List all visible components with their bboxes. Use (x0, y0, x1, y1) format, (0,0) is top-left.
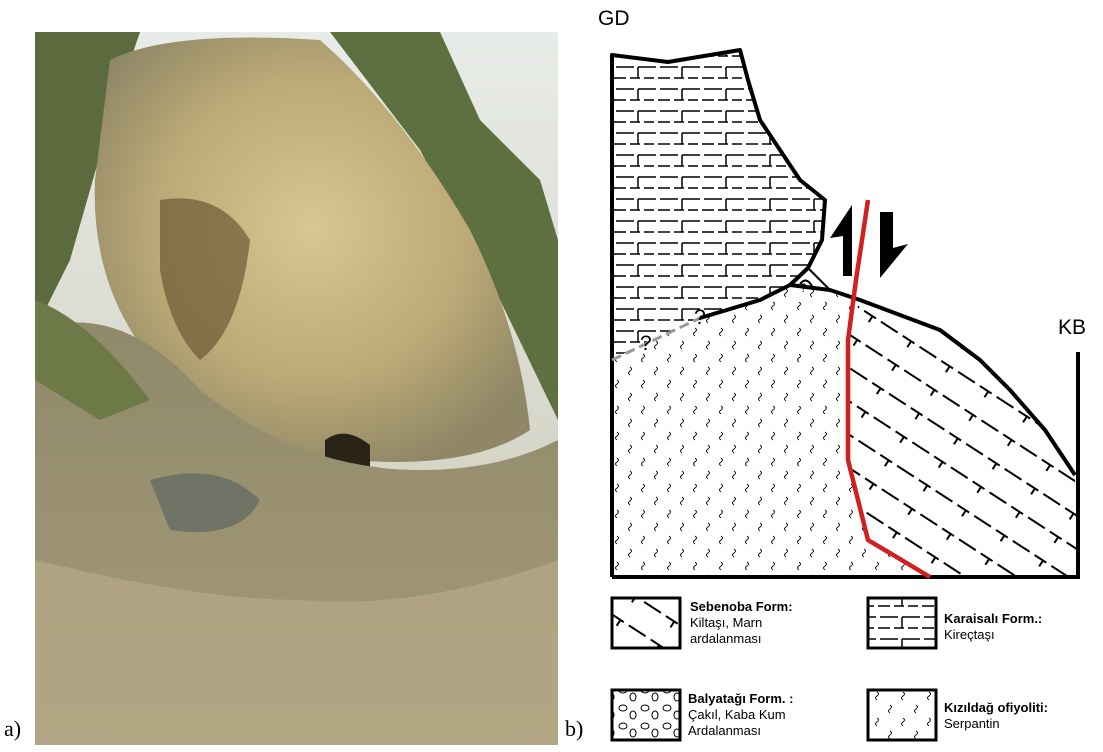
legend-description: ardalanması (690, 631, 762, 646)
legend-description: Çakıl, Kaba Kum (688, 707, 786, 722)
legend-name: Sebenoba Form: (690, 599, 793, 614)
direction-label: GD (598, 7, 630, 30)
panel-label: a) (4, 716, 21, 741)
photo (35, 32, 558, 745)
sebenoba-unit (848, 300, 1078, 577)
legend-description: Kiltaşı, Marn (690, 615, 762, 630)
figure: a) b) GD KB ? ? ? Sebenoba Form: Kiltaşı… (0, 0, 1103, 752)
legend-description: Ardalanması (688, 723, 761, 738)
question-mark: ? (640, 332, 652, 355)
fault-arrow (830, 205, 852, 276)
figure-canvas: a) b) GD KB ? ? ? Sebenoba Form: Kiltaşı… (0, 0, 1103, 752)
question-mark: ? (694, 306, 706, 329)
question-mark: ? (800, 281, 807, 295)
legend-swatch (612, 690, 680, 740)
fault-arrow (880, 212, 908, 278)
legend-swatch (612, 598, 680, 648)
legend-description: Serpantin (944, 716, 1000, 731)
legend-name: Balyatağı Form. : (688, 691, 793, 706)
direction-label: KB (1058, 316, 1086, 339)
legend-name: Karaisalı Form.: (944, 611, 1042, 626)
legend: Sebenoba Form: Kiltaşı, Marn ardalanması… (612, 598, 1048, 740)
legend-swatch (868, 598, 936, 648)
legend-swatch (868, 690, 936, 740)
legend-description: Kireçtaşı (944, 627, 995, 642)
cross-section: GD KB ? ? ? (598, 7, 1086, 577)
legend-name: Kızıldağ ofiyoliti: (944, 700, 1048, 715)
panel-label: b) (565, 716, 583, 741)
